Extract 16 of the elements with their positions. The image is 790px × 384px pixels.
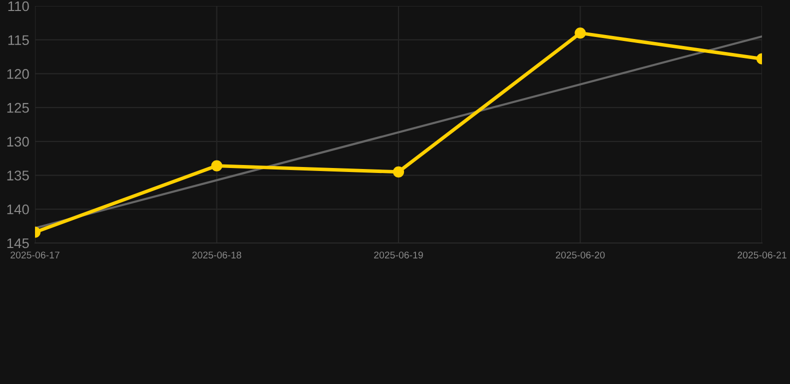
x-tick-label: 2025-06-21 <box>738 252 786 258</box>
x-tick-label: 2025-06-19 <box>374 252 423 258</box>
x-tick-label: 2025-06-20 <box>556 252 605 258</box>
y-tick-label: 140 <box>7 204 29 214</box>
y-tick-label: 125 <box>7 102 29 113</box>
y-tick-label: 115 <box>8 35 29 46</box>
point <box>392 166 404 178</box>
point <box>211 160 222 172</box>
y-tick-label: 120 <box>7 69 29 79</box>
y-tick-label: 130 <box>7 136 29 147</box>
point <box>574 28 586 39</box>
y-tick-label: 135 <box>7 170 29 180</box>
x-tick-label: 2025-06-18 <box>192 252 242 258</box>
y-tick-label: 110 <box>8 1 29 12</box>
y-tick-label: 145 <box>7 238 29 248</box>
x-tick-label: 2025-06-17 <box>10 252 60 258</box>
